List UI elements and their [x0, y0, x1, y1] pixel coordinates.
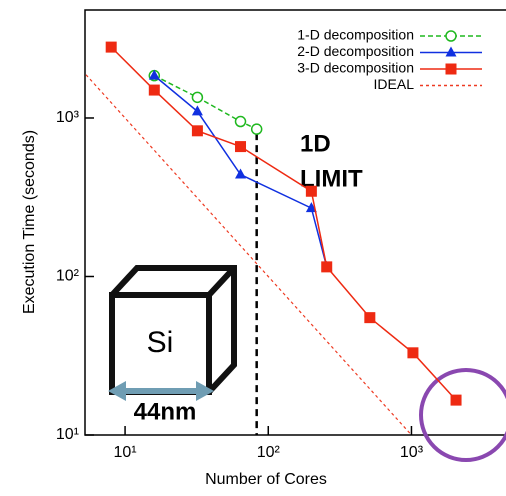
legend-label: IDEAL [374, 76, 415, 92]
point [149, 85, 160, 96]
legend-label: 3-D decomposition [297, 60, 414, 76]
dimension-label: 44nm [134, 398, 197, 425]
x-axis-label: Number of Cores [205, 471, 327, 488]
point [235, 141, 246, 152]
point [192, 105, 203, 115]
cube-label: Si [147, 326, 174, 359]
point [451, 395, 462, 406]
limit-label: 1D [300, 130, 331, 157]
highlight-circle [421, 370, 506, 460]
plot-area [82, 42, 462, 435]
chart: Execution Time (seconds) Number of Cores… [0, 0, 506, 491]
legend-marker [446, 47, 457, 57]
legend-label: 2-D decomposition [297, 43, 414, 59]
point [252, 124, 262, 134]
y-tick-label: 10¹ [56, 426, 79, 443]
point [407, 347, 418, 358]
point [321, 261, 332, 272]
point [192, 125, 203, 136]
legend-marker [446, 31, 456, 41]
point [192, 92, 202, 102]
x-tick-label: 10¹ [114, 444, 137, 461]
axes-frame [85, 10, 506, 435]
x-tick-label: 10³ [400, 444, 424, 461]
point [236, 117, 246, 127]
y-tick-label: 10³ [56, 109, 80, 126]
y-axis-label: Execution Time (seconds) [21, 130, 38, 314]
x-tick-label: 10² [257, 444, 281, 461]
y-tick-label: 10² [56, 268, 80, 285]
point [364, 312, 375, 323]
legend-label: 1-D decomposition [297, 27, 414, 43]
point [106, 42, 117, 53]
legend-marker [446, 64, 457, 75]
point [306, 186, 317, 197]
